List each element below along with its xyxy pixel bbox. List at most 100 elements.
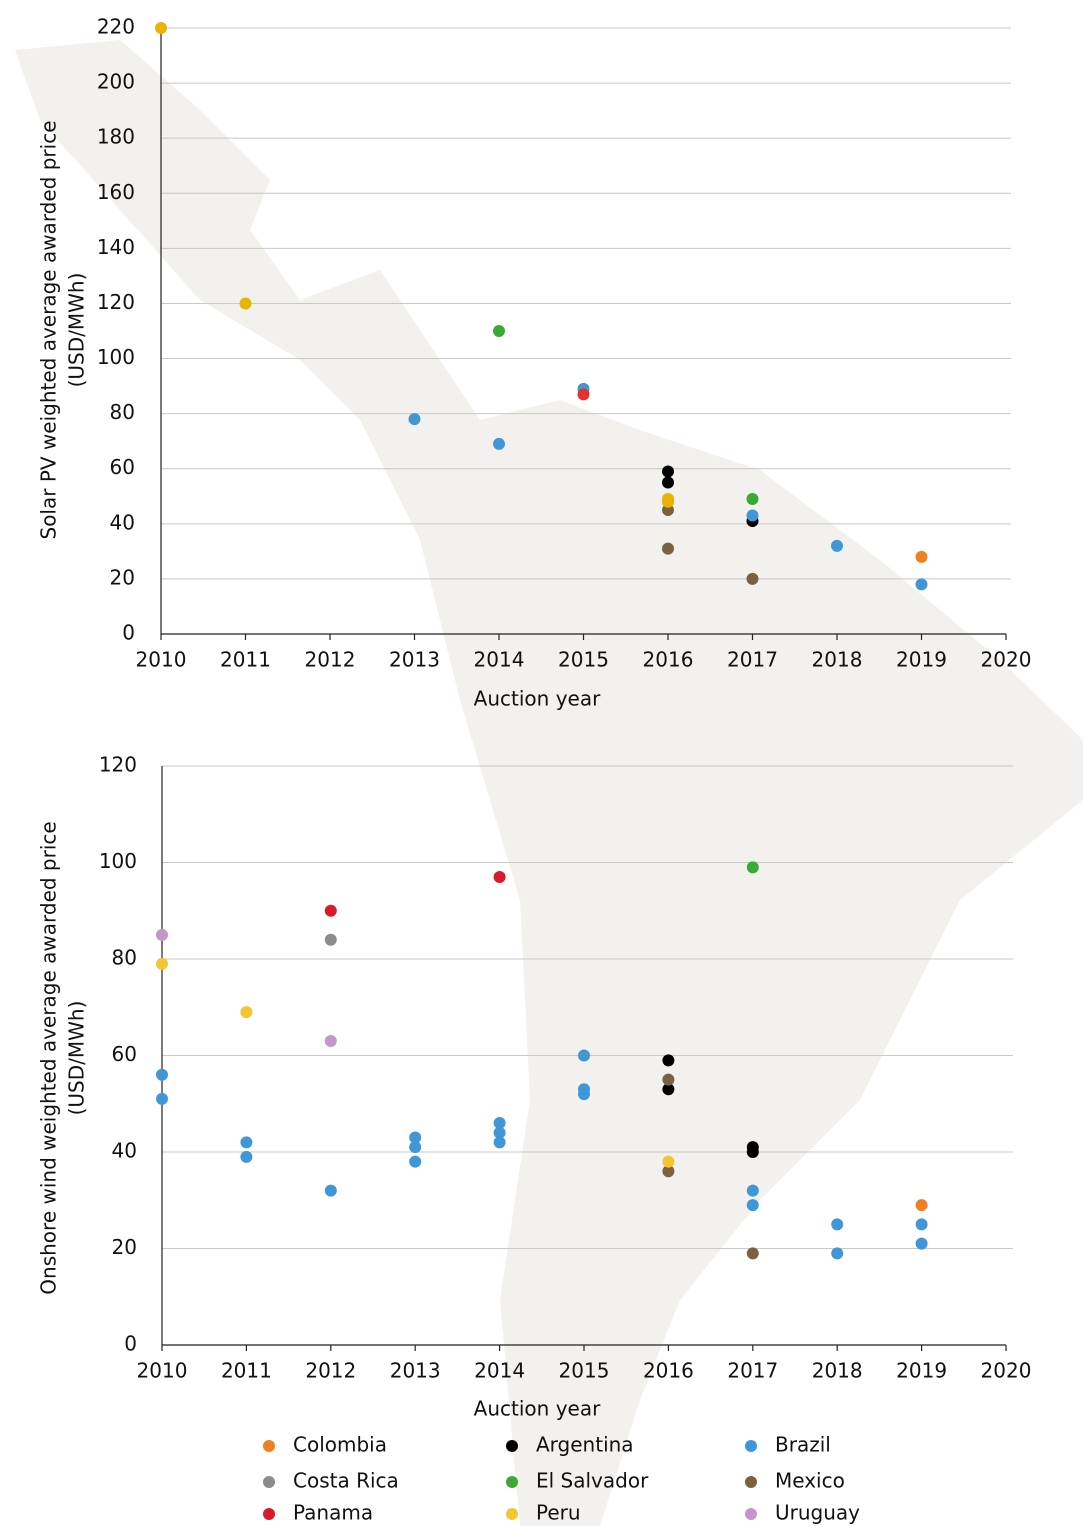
data-point bbox=[746, 861, 759, 874]
y-tick-label: 0 bbox=[124, 1332, 137, 1356]
y-axis-label: (USD/MWh) bbox=[65, 1001, 89, 1116]
data-point bbox=[493, 437, 505, 450]
legend-label: Mexico bbox=[775, 1469, 845, 1493]
y-tick-label: 120 bbox=[97, 290, 135, 314]
data-point bbox=[915, 1237, 928, 1250]
data-point bbox=[915, 1218, 928, 1231]
legend-marker bbox=[263, 1476, 275, 1488]
data-point bbox=[324, 933, 337, 946]
x-tick-label: 2020 bbox=[981, 648, 1032, 672]
data-point bbox=[662, 504, 674, 517]
y-tick-label: 100 bbox=[97, 345, 135, 369]
data-point bbox=[662, 1073, 675, 1086]
data-point bbox=[493, 1117, 506, 1130]
y-tick-label: 120 bbox=[99, 753, 137, 777]
data-point bbox=[324, 1184, 337, 1197]
data-point bbox=[831, 539, 843, 552]
y-axis-label: Solar PV weighted average awarded price bbox=[37, 120, 61, 539]
data-point bbox=[493, 325, 505, 337]
data-point bbox=[662, 465, 674, 478]
data-point bbox=[746, 509, 759, 522]
legend-label: El Salvador bbox=[536, 1469, 649, 1493]
data-point bbox=[915, 1199, 928, 1212]
x-tick-label: 2020 bbox=[981, 1359, 1032, 1383]
y-tick-label: 160 bbox=[97, 180, 135, 204]
legend-marker bbox=[506, 1476, 518, 1488]
y-tick-label: 200 bbox=[97, 70, 135, 94]
y-tick-label: 40 bbox=[112, 1139, 137, 1163]
x-tick-label: 2011 bbox=[221, 1359, 272, 1383]
map-background bbox=[15, 40, 1083, 1526]
data-point bbox=[915, 550, 928, 563]
data-point bbox=[324, 904, 337, 917]
y-tick-label: 80 bbox=[112, 946, 137, 970]
legend-marker bbox=[263, 1440, 275, 1452]
x-tick-label: 2010 bbox=[137, 1359, 188, 1383]
data-point bbox=[662, 1083, 675, 1096]
x-tick-label: 2010 bbox=[136, 648, 187, 672]
legend-marker bbox=[745, 1476, 757, 1488]
data-point bbox=[155, 22, 167, 34]
x-tick-label: 2011 bbox=[220, 648, 271, 672]
x-tick-label: 2015 bbox=[558, 648, 609, 672]
data-point bbox=[746, 1184, 759, 1197]
x-tick-label: 2012 bbox=[305, 648, 356, 672]
data-point bbox=[578, 1049, 590, 1062]
data-point bbox=[662, 1054, 675, 1067]
y-tick-label: 100 bbox=[99, 849, 137, 873]
y-tick-label: 140 bbox=[97, 235, 135, 259]
legend-label: Costa Rica bbox=[293, 1469, 399, 1493]
data-point bbox=[746, 493, 759, 506]
data-point bbox=[240, 1136, 253, 1149]
x-tick-label: 2014 bbox=[474, 1359, 525, 1383]
legend-label: Panama bbox=[293, 1501, 373, 1525]
y-tick-label: 220 bbox=[97, 15, 135, 39]
data-point bbox=[662, 1155, 675, 1168]
x-tick-label: 2018 bbox=[812, 648, 863, 672]
legend-marker bbox=[745, 1440, 757, 1452]
data-point bbox=[156, 1092, 168, 1105]
legend-label: Brazil bbox=[775, 1433, 831, 1457]
x-axis-label: Auction year bbox=[474, 1397, 601, 1421]
x-tick-label: 2018 bbox=[812, 1359, 863, 1383]
legend-marker bbox=[506, 1508, 518, 1520]
legend-label: Uruguay bbox=[775, 1501, 860, 1525]
data-point bbox=[240, 1150, 253, 1163]
data-point bbox=[493, 1136, 506, 1149]
y-tick-label: 40 bbox=[110, 510, 135, 534]
y-tick-label: 180 bbox=[97, 125, 135, 149]
data-point bbox=[239, 297, 252, 310]
data-point bbox=[493, 870, 506, 883]
legend-marker bbox=[745, 1508, 757, 1520]
data-point bbox=[662, 495, 674, 508]
x-tick-label: 2016 bbox=[643, 1359, 694, 1383]
data-point bbox=[156, 957, 168, 970]
y-tick-label: 60 bbox=[112, 1042, 137, 1066]
legend-marker bbox=[263, 1508, 275, 1520]
data-point bbox=[746, 1247, 759, 1260]
x-tick-label: 2013 bbox=[389, 648, 440, 672]
data-point bbox=[746, 1199, 759, 1212]
data-point bbox=[662, 542, 674, 555]
legend-label: Colombia bbox=[293, 1433, 387, 1457]
data-point bbox=[156, 928, 168, 941]
legend-marker bbox=[506, 1440, 518, 1452]
data-point bbox=[831, 1218, 844, 1231]
x-tick-label: 2013 bbox=[390, 1359, 441, 1383]
y-axis-label: (USD/MWh) bbox=[65, 273, 89, 388]
x-tick-label: 2015 bbox=[559, 1359, 610, 1383]
data-point bbox=[746, 1146, 759, 1158]
data-point bbox=[409, 1155, 422, 1168]
y-tick-label: 60 bbox=[110, 455, 135, 479]
y-tick-label: 20 bbox=[110, 565, 135, 589]
y-axis-label: Onshore wind weighted average awarded pr… bbox=[37, 821, 61, 1294]
data-point bbox=[831, 1247, 844, 1260]
data-point bbox=[578, 1088, 590, 1101]
x-axis-label: Auction year bbox=[474, 687, 601, 711]
data-point bbox=[577, 388, 590, 401]
y-tick-label: 80 bbox=[110, 400, 135, 424]
x-tick-label: 2017 bbox=[727, 648, 778, 672]
x-tick-label: 2012 bbox=[305, 1359, 356, 1383]
data-point bbox=[746, 572, 759, 585]
